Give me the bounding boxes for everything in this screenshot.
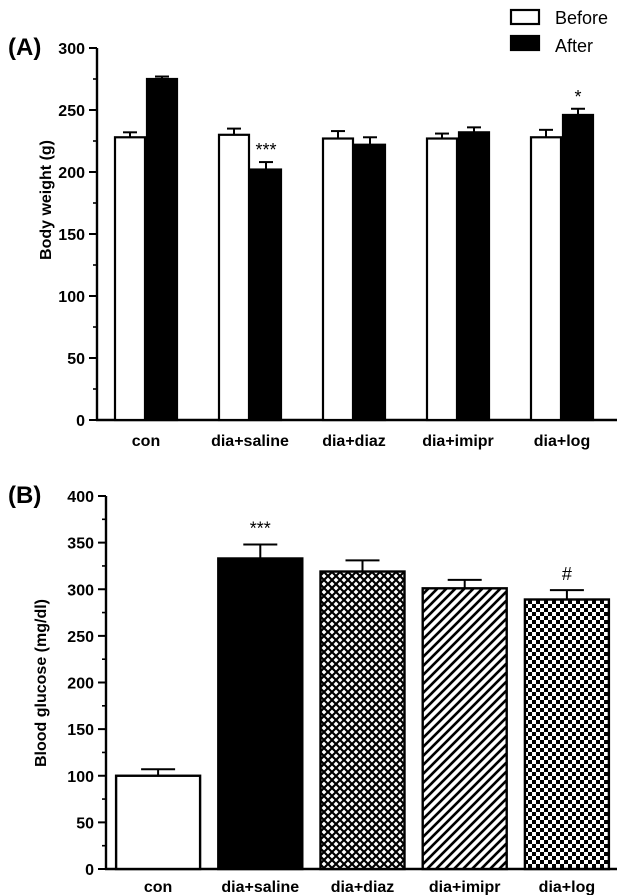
- x-category-label-b: dia+imipr: [429, 879, 501, 895]
- bar-diagonal: [421, 587, 508, 871]
- y-tick-label-b: 0: [85, 862, 94, 879]
- y-tick-label-b: 400: [67, 489, 94, 506]
- y-tick-label-b: 150: [67, 722, 94, 739]
- bar-before: [113, 136, 147, 422]
- y-tick-label-b: 350: [67, 536, 94, 553]
- bar-before: [529, 136, 563, 422]
- y-axis-title-a: Body weight (g): [38, 140, 55, 260]
- significance-marker-a: *: [574, 87, 581, 107]
- y-axis-title-b: Blood glucose (mg/dl): [33, 599, 50, 767]
- x-category-label-b: dia+diaz: [331, 879, 395, 895]
- bar-after: [561, 113, 595, 422]
- bar-black: [217, 557, 304, 871]
- x-category-label-b: dia+log: [539, 879, 595, 895]
- bar-before: [217, 133, 251, 422]
- significance-marker-b: ***: [250, 518, 271, 538]
- y-tick-label-a: 0: [76, 413, 85, 430]
- y-tick-label-a: 100: [58, 289, 85, 306]
- y-tick-label-a: 200: [58, 165, 85, 182]
- x-category-label-a: dia+imipr: [422, 433, 494, 450]
- legend-swatch-before: [509, 8, 541, 26]
- x-category-label-a: con: [132, 433, 160, 450]
- y-tick-label-b: 200: [67, 676, 94, 693]
- bar-after: [353, 143, 387, 422]
- bar-white: [114, 774, 202, 871]
- y-tick-label-a: 300: [58, 41, 85, 58]
- chart-panel-b: (B) Blood glucose (mg/dl) 0 50 100 150 200 25…: [8, 482, 617, 895]
- x-category-label-a: dia+log: [534, 433, 590, 450]
- panel-label-a: (A): [8, 34, 41, 61]
- legend-label-after: After: [555, 36, 593, 56]
- y-tick-label-a: 50: [67, 351, 85, 368]
- x-category-label-b: dia+saline: [221, 879, 299, 895]
- bar-after: [457, 131, 491, 422]
- bar-checker: [523, 598, 611, 871]
- significance-marker-a: ***: [255, 140, 276, 160]
- x-category-label-a: dia+diaz: [322, 433, 386, 450]
- legend-a: Before After: [509, 8, 608, 56]
- bar-after: [145, 77, 179, 422]
- chart-panel-a: (A) Body weight (g) Before After 0 50 100 1…: [8, 8, 617, 450]
- y-tick-label-a: 150: [58, 227, 85, 244]
- y-tick-label-b: 100: [67, 769, 94, 786]
- significance-marker-b: #: [562, 564, 572, 584]
- legend-swatch-after: [509, 34, 541, 52]
- bar-after: [249, 168, 283, 422]
- y-tick-label-b: 300: [67, 582, 94, 599]
- x-category-label-b: con: [144, 879, 172, 895]
- y-tick-label-b: 50: [76, 815, 94, 832]
- y-tick-label-a: 250: [58, 103, 85, 120]
- x-category-label-a: dia+saline: [211, 433, 289, 450]
- bar-crosshatch: [319, 570, 406, 871]
- legend-label-before: Before: [555, 8, 608, 28]
- y-tick-label-b: 250: [67, 629, 94, 646]
- bar-before: [321, 137, 355, 422]
- bar-before: [425, 137, 459, 422]
- panel-label-b: (B): [8, 482, 41, 509]
